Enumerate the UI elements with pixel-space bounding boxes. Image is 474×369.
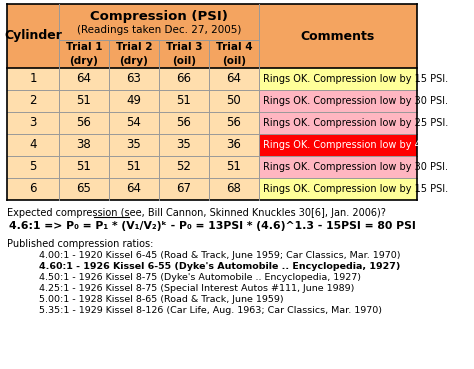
Text: 67: 67 xyxy=(176,183,191,196)
Text: 49: 49 xyxy=(127,94,142,107)
Bar xyxy=(7,90,417,112)
Text: 2: 2 xyxy=(29,94,37,107)
Text: 5.35:1 - 1929 Kissel 8-126 (Car Life, Aug. 1963; Car Classics, Mar. 1970): 5.35:1 - 1929 Kissel 8-126 (Car Life, Au… xyxy=(39,306,382,315)
Text: 68: 68 xyxy=(227,183,241,196)
Text: Trial 3
(oil): Trial 3 (oil) xyxy=(166,42,202,66)
Text: 51: 51 xyxy=(227,161,241,173)
Text: 54: 54 xyxy=(127,117,141,130)
Text: 5.00:1 - 1928 Kissel 8-65 (Road & Track, June 1959): 5.00:1 - 1928 Kissel 8-65 (Road & Track,… xyxy=(39,295,283,304)
Text: 4.00:1 - 1920 Kissel 6-45 (Road & Track, June 1959; Car Classics, Mar. 1970): 4.00:1 - 1920 Kissel 6-45 (Road & Track,… xyxy=(39,251,401,260)
Text: 4: 4 xyxy=(29,138,37,152)
Text: 51: 51 xyxy=(77,94,91,107)
Bar xyxy=(7,178,417,200)
Text: Compression (PSI): Compression (PSI) xyxy=(90,10,228,23)
Text: 52: 52 xyxy=(176,161,191,173)
Text: 64: 64 xyxy=(127,183,142,196)
Text: Trial 1
(dry): Trial 1 (dry) xyxy=(66,42,102,66)
Text: (Readings taken Dec. 27, 2005): (Readings taken Dec. 27, 2005) xyxy=(77,25,241,35)
Text: Trial 2
(dry): Trial 2 (dry) xyxy=(116,42,152,66)
Text: Rings OK. Compression low by 45 PSI!: Rings OK. Compression low by 45 PSI! xyxy=(263,140,449,150)
Text: 4.6:1 => P₀ = P₁ * (V₁/V₂)ᵏ - P₀ = 13PSI * (4.6)^1.3 - 15PSI = 80 PSI: 4.6:1 => P₀ = P₁ * (V₁/V₂)ᵏ - P₀ = 13PSI… xyxy=(9,221,415,231)
Text: 3: 3 xyxy=(29,117,36,130)
Text: 51: 51 xyxy=(77,161,91,173)
Text: 1: 1 xyxy=(29,72,37,86)
Text: 63: 63 xyxy=(127,72,141,86)
Bar xyxy=(259,68,417,90)
Bar xyxy=(7,112,417,134)
Bar xyxy=(7,134,417,156)
Text: Expected compression (see, Bill Cannon, Skinned Knuckles 30[6], Jan. 2006)?: Expected compression (see, Bill Cannon, … xyxy=(7,208,386,218)
Bar xyxy=(259,178,417,200)
Text: 6: 6 xyxy=(29,183,37,196)
Text: 66: 66 xyxy=(176,72,191,86)
Text: Comments: Comments xyxy=(301,30,375,42)
Text: 56: 56 xyxy=(77,117,91,130)
Bar xyxy=(259,156,417,178)
Bar xyxy=(259,134,417,156)
Text: 36: 36 xyxy=(227,138,241,152)
Text: 38: 38 xyxy=(77,138,91,152)
Bar xyxy=(7,156,417,178)
Text: 65: 65 xyxy=(77,183,91,196)
Text: Rings OK. Compression low by 15 PSI.: Rings OK. Compression low by 15 PSI. xyxy=(263,74,448,84)
Text: Cylinder: Cylinder xyxy=(4,30,62,42)
Text: 51: 51 xyxy=(176,94,191,107)
Text: Trial 4
(oil): Trial 4 (oil) xyxy=(216,42,252,66)
Text: 56: 56 xyxy=(176,117,191,130)
Text: 51: 51 xyxy=(127,161,141,173)
Text: Rings OK. Compression low by 25 PSI.: Rings OK. Compression low by 25 PSI. xyxy=(263,118,448,128)
Text: Published compression ratios:: Published compression ratios: xyxy=(7,239,154,249)
Text: 35: 35 xyxy=(177,138,191,152)
Text: Rings OK. Compression low by 30 PSI.: Rings OK. Compression low by 30 PSI. xyxy=(263,162,448,172)
Text: 5: 5 xyxy=(29,161,36,173)
Text: 35: 35 xyxy=(127,138,141,152)
Bar xyxy=(259,90,417,112)
Text: 4.25:1 - 1926 Kissel 8-75 (Special Interest Autos #111, June 1989): 4.25:1 - 1926 Kissel 8-75 (Special Inter… xyxy=(39,284,355,293)
Bar xyxy=(7,4,417,68)
Bar xyxy=(259,112,417,134)
Text: 64: 64 xyxy=(76,72,91,86)
Bar xyxy=(7,68,417,90)
Text: 56: 56 xyxy=(227,117,241,130)
Text: 4.50:1 - 1926 Kissel 8-75 (Dyke's Automobile .. Encyclopedia, 1927): 4.50:1 - 1926 Kissel 8-75 (Dyke's Automo… xyxy=(39,273,361,282)
Text: Rings OK. Compression low by 15 PSI.: Rings OK. Compression low by 15 PSI. xyxy=(263,184,448,194)
Text: 64: 64 xyxy=(227,72,241,86)
Text: 4.60:1 - 1926 Kissel 6-55 (Dyke's Automobile .. Encyclopedia, 1927): 4.60:1 - 1926 Kissel 6-55 (Dyke's Automo… xyxy=(39,262,401,271)
Text: Rings OK. Compression low by 30 PSI.: Rings OK. Compression low by 30 PSI. xyxy=(263,96,448,106)
Text: 50: 50 xyxy=(227,94,241,107)
